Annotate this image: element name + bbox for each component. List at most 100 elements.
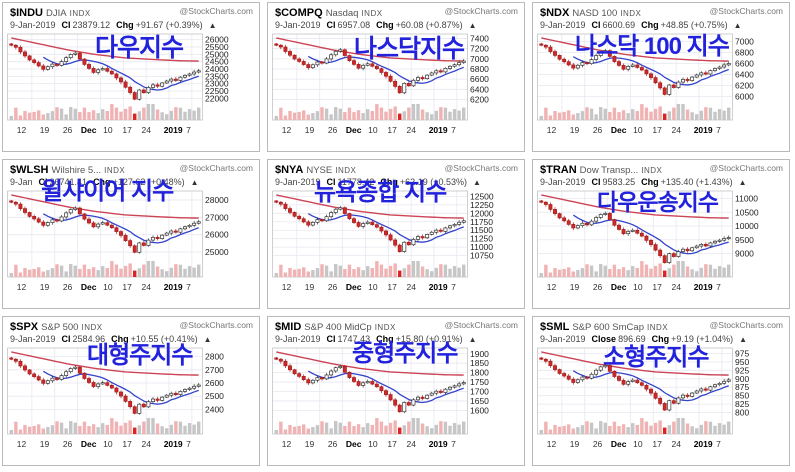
- quote-line: 9-Jan-2019 Cl 6600.69 Chg +48.85 (+0.75%) ▲: [533, 19, 789, 31]
- svg-text:900: 900: [735, 374, 749, 384]
- svg-text:11500: 11500: [470, 225, 493, 235]
- candlestick-chart: 1075011000112501150011750120001225012500…: [272, 190, 494, 292]
- panel-header: $COMPQ Nasdaq INDX @StockCharts.com: [268, 3, 524, 19]
- svg-text:11750: 11750: [470, 217, 493, 227]
- svg-text:1600: 1600: [470, 405, 489, 415]
- chg-value: +9.19 (+1.04%): [671, 334, 734, 344]
- index-kind: INDX: [69, 9, 91, 18]
- chart-panel-tran: $TRAN Dow Transp... INDX @StockCharts.com 9…: [532, 159, 790, 309]
- panel-header: $NDX NASD 100 INDX @StockCharts.com: [533, 3, 789, 19]
- svg-text:6600: 6600: [470, 74, 489, 84]
- svg-text:10750: 10750: [470, 251, 494, 261]
- panel-header: $SPX S&P 500 INDX @StockCharts.com: [3, 317, 259, 333]
- svg-text:26: 26: [63, 439, 73, 449]
- up-arrow-icon: ▲: [739, 335, 748, 344]
- close-label: Cl: [591, 177, 601, 187]
- close-value: 896.69: [618, 334, 646, 344]
- svg-text:1900: 1900: [470, 349, 489, 359]
- quote-date: 9-Jan: [10, 177, 33, 187]
- svg-text:2019: 2019: [429, 282, 448, 292]
- candlestick-chart: 25000 26000 27000 28000 12 19 26 Dec 10 17 24 2019 7: [7, 190, 229, 292]
- close-value: 1747.43: [337, 334, 371, 344]
- svg-text:24000: 24000: [205, 64, 229, 74]
- quote-line: 9-Jan-2019 Cl 1747.43 Chg +15.80 (+0.91%) ▲: [268, 333, 524, 345]
- svg-text:2019: 2019: [164, 439, 183, 449]
- chg-label: Chg: [93, 177, 111, 187]
- source-credit: @StockCharts.com: [709, 163, 783, 173]
- quote-line: 9-Jan-2019 Cl 6957.08 Chg +60.08 (+0.87%) ▲: [268, 19, 524, 31]
- svg-text:7: 7: [716, 439, 721, 449]
- source-credit: @StockCharts.com: [444, 163, 518, 173]
- svg-text:24: 24: [672, 439, 682, 449]
- close-label: Cl: [326, 20, 336, 30]
- svg-text:19: 19: [40, 439, 50, 449]
- svg-text:Dec: Dec: [611, 125, 627, 135]
- close-label: Cl: [591, 20, 601, 30]
- close-value: 9583.25: [602, 177, 636, 187]
- chg-value: +62.19 (+0.53%): [399, 177, 467, 187]
- close-label: Cl: [61, 334, 71, 344]
- svg-text:7: 7: [716, 282, 721, 292]
- quote-date: 9-Jan-2019: [540, 20, 586, 30]
- svg-text:975: 975: [735, 348, 749, 358]
- svg-text:24: 24: [672, 282, 682, 292]
- svg-text:26: 26: [593, 282, 603, 292]
- svg-text:9000: 9000: [735, 249, 754, 259]
- quote-line: 9-Jan-2019 Cl 11778.42 Chg +62.19 (+0.53%) ▲: [268, 176, 524, 188]
- svg-text:10000: 10000: [735, 221, 759, 231]
- svg-text:2019: 2019: [429, 439, 448, 449]
- ticker-symbol: $TRAN: [540, 164, 577, 176]
- svg-text:2019: 2019: [694, 439, 713, 449]
- index-name: DJIA: [46, 8, 67, 19]
- svg-text:2019: 2019: [164, 282, 183, 292]
- svg-text:825: 825: [735, 399, 749, 409]
- chg-value: +10.55 (+0.41%): [130, 334, 198, 344]
- svg-text:800: 800: [735, 408, 749, 418]
- up-arrow-icon: ▲: [733, 21, 742, 30]
- index-kind: INDX: [374, 323, 396, 332]
- chart-panel-indu: $INDU DJIA INDX @StockCharts.com 9-Jan-2019…: [2, 2, 260, 152]
- svg-text:1650: 1650: [470, 396, 489, 406]
- svg-text:950: 950: [735, 357, 749, 367]
- chart-panel-wlsh: $WLSH Wilshire 5... INDX @StockCharts.com 9…: [2, 159, 260, 309]
- chg-label: Chg: [651, 334, 670, 344]
- close-value: 11778.42: [337, 177, 375, 187]
- index-name: Dow Transp...: [579, 165, 639, 176]
- svg-text:17: 17: [652, 282, 662, 292]
- index-kind: INDX: [81, 323, 103, 332]
- index-name: NASD 100: [572, 8, 618, 19]
- svg-text:7000: 7000: [735, 37, 754, 47]
- svg-text:7: 7: [186, 439, 191, 449]
- quote-date: 9-Jan-2019: [275, 177, 321, 187]
- svg-text:22000: 22000: [205, 93, 229, 103]
- svg-text:17: 17: [387, 439, 397, 449]
- svg-text:7400: 7400: [470, 34, 489, 44]
- svg-text:10: 10: [368, 439, 378, 449]
- source-credit: @StockCharts.com: [444, 6, 518, 16]
- svg-text:Dec: Dec: [81, 125, 97, 135]
- up-arrow-icon: ▲: [468, 21, 477, 30]
- svg-text:28000: 28000: [205, 195, 229, 205]
- svg-text:7: 7: [716, 125, 721, 135]
- svg-text:850: 850: [735, 391, 749, 401]
- svg-text:10: 10: [633, 439, 643, 449]
- svg-text:17: 17: [122, 125, 132, 135]
- svg-text:10: 10: [103, 282, 113, 292]
- svg-text:19: 19: [305, 282, 315, 292]
- candlestick-chart: 2200022500230002350024000245002500025500…: [7, 33, 229, 135]
- svg-text:24: 24: [672, 125, 682, 135]
- svg-text:10: 10: [103, 439, 113, 449]
- svg-text:2019: 2019: [694, 282, 713, 292]
- quote-date: 9-Jan-2019: [540, 334, 586, 344]
- svg-text:7000: 7000: [470, 54, 489, 64]
- svg-text:9500: 9500: [735, 235, 754, 245]
- close-label: Cl: [61, 20, 71, 30]
- svg-text:26000: 26000: [205, 35, 229, 45]
- chg-label: Chg: [380, 177, 398, 187]
- quote-line: 9-Jan-2019 Close 896.69 Chg +9.19 (+1.04%) ▲: [533, 333, 789, 345]
- close-label: Close: [591, 334, 617, 344]
- svg-text:2019: 2019: [164, 125, 183, 135]
- svg-text:Dec: Dec: [346, 125, 362, 135]
- quote-line: 9-Jan Cl 26741.41 Chg +127.62 (+0.48%) ▲: [3, 176, 259, 188]
